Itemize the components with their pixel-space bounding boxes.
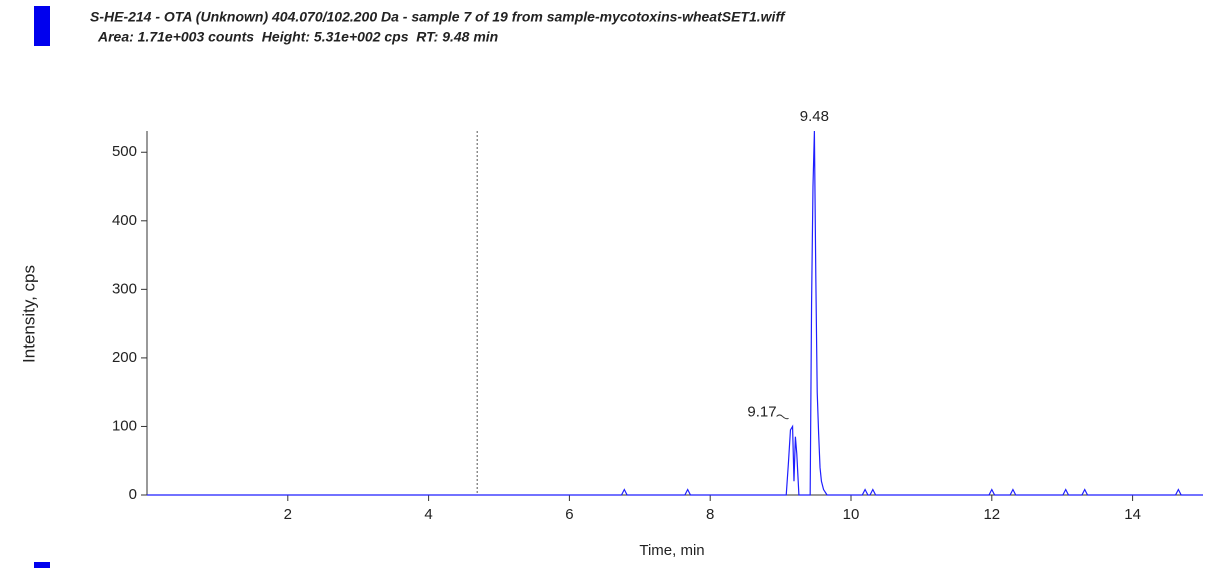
next-swatch [34,562,50,568]
x-tick-label: 14 [1124,506,1141,523]
x-tick-label: 2 [284,506,292,523]
y-tick-label: 100 [112,417,137,434]
peak-label: 9.17 [747,403,776,420]
x-tick-label: 8 [706,506,714,523]
x-axis-label: Time, min [639,542,704,559]
x-tick-label: 6 [565,506,573,523]
legend-swatch [34,6,50,46]
peak-connector [776,414,789,420]
x-tick-label: 10 [843,506,860,523]
y-tick-label: 200 [112,349,137,366]
y-tick-label: 0 [129,486,137,503]
subheader: Area: 1.71e+003 counts Height: 5.31e+002… [97,29,498,45]
peak-label: 9.48 [800,108,829,125]
x-tick-label: 4 [424,506,432,523]
trace [147,130,1203,496]
y-tick-label: 300 [112,280,137,297]
x-tick-label: 12 [983,506,1000,523]
y-tick-label: 500 [112,143,137,160]
y-tick-label: 400 [112,212,137,229]
header: S-HE-214 - OTA (Unknown) 404.070/102.200… [90,9,786,25]
y-axis-label: Intensity, cps [19,265,38,363]
